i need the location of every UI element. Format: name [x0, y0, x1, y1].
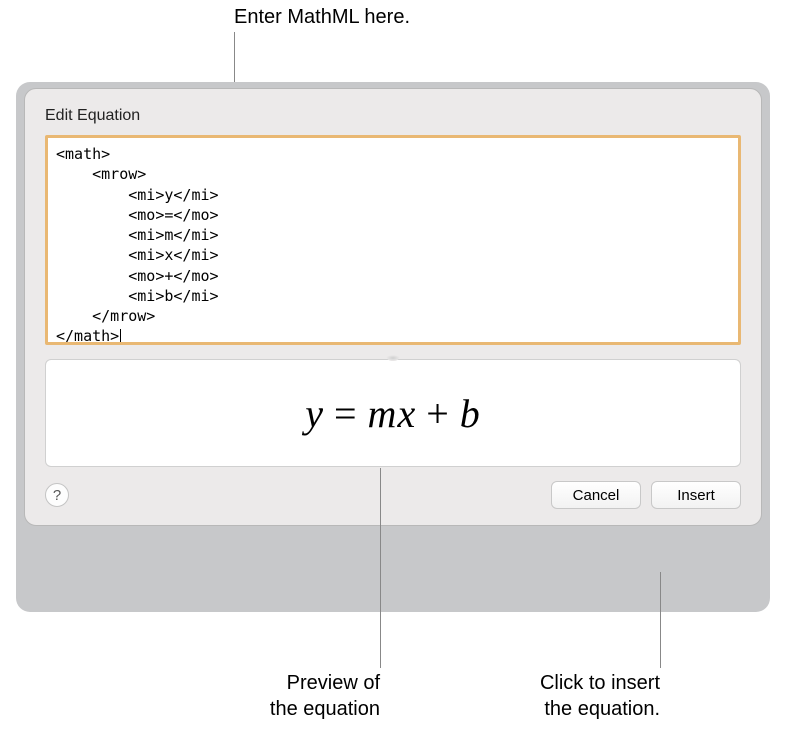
help-button[interactable]: ?: [45, 483, 69, 507]
callout-line-insert: [660, 572, 661, 668]
editor-content: <math> <mrow> <mi>y</mi> <mo>=</mo> <mi>…: [56, 145, 219, 345]
equation-preview: y=mx+b: [45, 359, 741, 467]
cancel-button[interactable]: Cancel: [551, 481, 641, 509]
button-row: ? Cancel Insert: [45, 481, 741, 509]
insert-button[interactable]: Insert: [651, 481, 741, 509]
edit-equation-dialog: Edit Equation <math> <mrow> <mi>y</mi> <…: [24, 88, 762, 526]
eq-b: b: [460, 391, 481, 436]
eq-m: m: [368, 391, 398, 436]
mathml-editor[interactable]: <math> <mrow> <mi>y</mi> <mo>=</mo> <mi>…: [45, 135, 741, 345]
preview-notch: [386, 355, 400, 361]
dialog-title: Edit Equation: [45, 107, 741, 125]
text-cursor: [120, 329, 121, 345]
callout-insert: Click to insertthe equation.: [460, 670, 660, 722]
eq-equals: =: [324, 391, 368, 436]
equation-render: y=mx+b: [305, 390, 481, 437]
eq-x: x: [397, 391, 416, 436]
eq-y: y: [305, 391, 324, 436]
callout-line-preview: [380, 468, 381, 668]
callout-preview: Preview ofthe equation: [200, 670, 380, 722]
callout-top: Enter MathML here.: [234, 6, 410, 29]
eq-plus: +: [416, 391, 460, 436]
